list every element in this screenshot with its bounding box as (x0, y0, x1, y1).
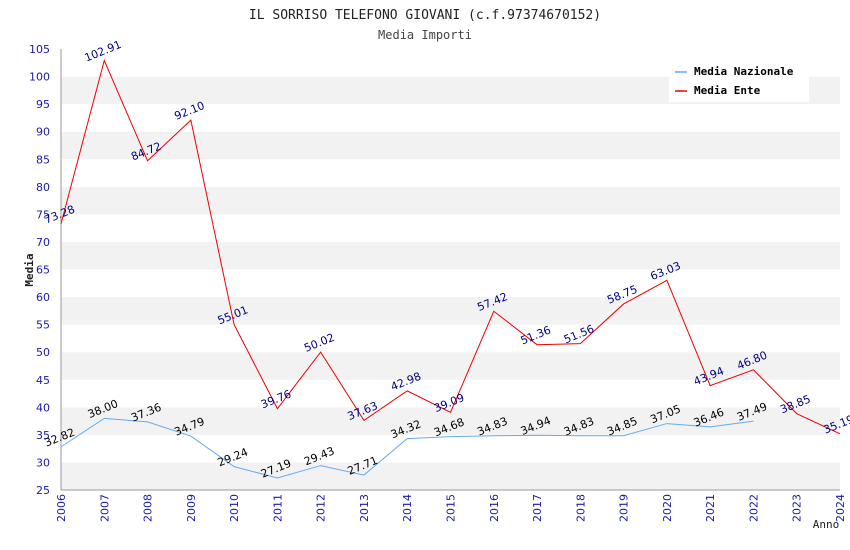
x-tick-label: 2012 (315, 494, 328, 522)
x-axis-ticks: 2006 2007 2008 2009 2010 2011 2012 2013 2014 2015… (55, 494, 847, 522)
grid-band (61, 324, 840, 353)
grid-band (61, 434, 840, 463)
y-tick-label: 35 (36, 429, 50, 442)
legend-label-media-ente: Media Ente (694, 84, 761, 97)
y-tick-label: 65 (36, 264, 50, 277)
grid-band (61, 131, 840, 160)
y-tick-label: 100 (29, 71, 50, 84)
x-tick-label: 2009 (185, 494, 198, 522)
legend-label-media-nazionale: Media Nazionale (694, 65, 794, 78)
y-tick-label: 90 (36, 126, 50, 139)
y-tick-label: 105 (29, 43, 50, 56)
x-tick-label: 2013 (358, 494, 371, 522)
x-tick-label: 2021 (704, 494, 717, 522)
grid-band (61, 159, 840, 187)
x-tick-label: 2011 (271, 494, 284, 522)
y-tick-label: 80 (36, 181, 50, 194)
series-lines (60, 58, 841, 479)
y-tick-label: 95 (36, 98, 50, 111)
y-axis-ticks: 25 30 35 40 45 50 55 60 65 70 75 80 85 90 95 100 105 (29, 43, 50, 497)
y-tick-label: 60 (36, 291, 50, 304)
x-tick-label: 2006 (55, 494, 68, 522)
x-tick-label: 2020 (661, 494, 674, 522)
x-tick-label: 2014 (401, 494, 414, 522)
series-line-media-ente (60, 58, 841, 435)
grid-band (61, 269, 840, 298)
y-tick-label: 25 (36, 484, 50, 497)
x-tick-label: 2017 (531, 494, 544, 522)
x-axis-title: Anno (813, 518, 840, 531)
grid-band (61, 241, 840, 270)
x-tick-label: 2023 (791, 494, 804, 522)
grid-band (61, 214, 840, 242)
chart-subtitle: Media Importi (378, 28, 472, 42)
grid-band (61, 352, 840, 380)
grid-band (61, 186, 840, 215)
y-tick-label: 30 (36, 456, 50, 469)
y-tick-label: 40 (36, 401, 50, 414)
y-tick-label: 75 (36, 208, 50, 221)
grid-band (61, 297, 840, 325)
y-axis-title: Media (23, 253, 36, 286)
grid-band (61, 104, 840, 132)
x-tick-label: 2024 (834, 494, 847, 522)
x-tick-label: 2019 (618, 494, 631, 522)
y-tick-label: 55 (36, 319, 50, 332)
x-tick-label: 2022 (747, 494, 760, 522)
x-tick-label: 2015 (445, 494, 458, 522)
legend: Media Nazionale Media Ente (669, 60, 809, 102)
grid-band (61, 462, 840, 490)
legend-background (669, 60, 809, 102)
series-line-media-nazionale (60, 417, 754, 479)
chart-title: IL SORRISO TELEFONO GIOVANI (c.f.9737467… (249, 8, 601, 23)
y-tick-label: 45 (36, 374, 50, 387)
x-tick-label: 2016 (488, 494, 501, 522)
x-tick-label: 2010 (228, 494, 241, 522)
x-tick-label: 2018 (574, 494, 587, 522)
y-tick-label: 70 (36, 236, 50, 249)
y-tick-label: 50 (36, 346, 50, 359)
x-tick-label: 2007 (98, 494, 111, 522)
x-tick-label: 2008 (142, 494, 155, 522)
y-tick-label: 85 (36, 153, 50, 166)
